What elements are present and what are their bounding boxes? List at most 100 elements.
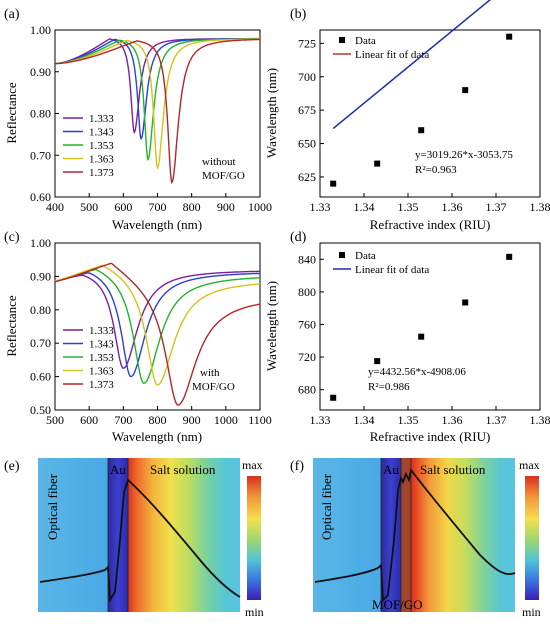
field-profile-curve bbox=[39, 478, 241, 603]
y-tick-label: 720 bbox=[298, 350, 316, 364]
fit-equation: y=3019.26*x-3053.75 bbox=[415, 149, 513, 161]
data-point bbox=[506, 33, 513, 40]
mofgo-label: MOF/GO bbox=[372, 597, 423, 612]
data-point bbox=[418, 333, 425, 340]
y-axis-label: Reflectance bbox=[4, 82, 19, 144]
y-tick-label: 725 bbox=[298, 36, 316, 50]
panel-label: (c) bbox=[4, 230, 20, 245]
y-tick-label: 0.90 bbox=[30, 65, 51, 79]
annotation-line-1: without bbox=[202, 156, 236, 168]
y-axis-label: Wavelength (nm) bbox=[264, 281, 279, 371]
x-tick-label: 800 bbox=[149, 413, 167, 427]
series-line-1-333 bbox=[54, 270, 260, 370]
x-tick-label: 700 bbox=[149, 200, 167, 214]
y-tick-label: 680 bbox=[298, 383, 316, 397]
data-point bbox=[374, 160, 381, 167]
x-tick-label: 1.37 bbox=[486, 413, 507, 427]
x-tick-label: 400 bbox=[46, 200, 64, 214]
annotation-line-2: MOF/GO bbox=[202, 170, 245, 182]
y-tick-label: 760 bbox=[298, 317, 316, 331]
data-point bbox=[418, 127, 425, 134]
data-point bbox=[330, 180, 337, 187]
panel-label: (e) bbox=[4, 459, 20, 474]
data-point bbox=[506, 253, 513, 260]
y-tick-label: 0.90 bbox=[30, 269, 51, 283]
legend-label: 1.373 bbox=[89, 167, 114, 179]
x-tick-label: 1.36 bbox=[442, 200, 463, 214]
au-label: Au bbox=[110, 462, 126, 477]
series-line-1-353 bbox=[54, 268, 260, 385]
y-tick-label: 0.60 bbox=[30, 190, 51, 204]
y-tick-label: 625 bbox=[298, 170, 316, 184]
y-tick-label: 0.80 bbox=[30, 303, 51, 317]
au-label: Au bbox=[383, 462, 399, 477]
solution-label: Salt solution bbox=[420, 462, 486, 477]
au-layer bbox=[108, 458, 128, 612]
y-tick-label: 0.80 bbox=[30, 107, 51, 121]
y-tick-label: 0.50 bbox=[30, 403, 51, 417]
x-tick-label: 500 bbox=[46, 413, 64, 427]
y-tick-label: 800 bbox=[298, 285, 316, 299]
x-tick-label: 700 bbox=[114, 413, 132, 427]
x-tick-label: 1.38 bbox=[530, 200, 550, 214]
x-tick-label: 1.35 bbox=[398, 200, 419, 214]
y-tick-label: 1.00 bbox=[30, 236, 51, 250]
colorbar-max-label: max bbox=[242, 458, 263, 472]
y-axis-label: Reflectance bbox=[4, 295, 19, 357]
x-tick-label: 1000 bbox=[214, 413, 238, 427]
panel-b: (b) 1.33 1.34 1.35 1.36 1.37 1.38 625 650 675 700… bbox=[264, 7, 550, 232]
panel-a: (a) 400 500 600 700 800 900 1000 0.60 0.70 0.80 0.… bbox=[4, 7, 272, 232]
x-tick-label: 900 bbox=[183, 413, 201, 427]
x-tick-label: 600 bbox=[80, 413, 98, 427]
y-tick-label: 675 bbox=[298, 103, 316, 117]
legend-data-label: Data bbox=[355, 35, 376, 47]
legend-label: 1.343 bbox=[89, 339, 114, 351]
x-tick-label: 1100 bbox=[248, 413, 272, 427]
x-axis-label: Refractive index (RIU) bbox=[370, 217, 491, 232]
x-tick-label: 1.34 bbox=[354, 200, 375, 214]
y-tick-label: 840 bbox=[298, 252, 316, 266]
field-map-e: (e) Optical fiber Au Salt solution max m… bbox=[4, 458, 264, 619]
x-tick-label: 1.37 bbox=[486, 200, 507, 214]
annotation-line-2: MOF/GO bbox=[192, 381, 235, 393]
fiber-region bbox=[313, 458, 381, 612]
legend-label: 1.333 bbox=[89, 325, 114, 337]
series-line-1-363 bbox=[54, 264, 261, 386]
y-axis-label: Wavelength (nm) bbox=[264, 68, 279, 158]
x-tick-label: 600 bbox=[114, 200, 132, 214]
fiber-label: Optical fiber bbox=[319, 473, 334, 540]
data-point bbox=[374, 358, 381, 365]
x-tick-label: 900 bbox=[217, 200, 235, 214]
legend-fit-label: Linear fit of data bbox=[355, 49, 429, 61]
legend-data-marker bbox=[339, 37, 345, 43]
legend-data-label: Data bbox=[355, 250, 376, 262]
fiber-region bbox=[38, 458, 108, 612]
y-tick-label: 650 bbox=[298, 137, 316, 151]
colorbar-min-label: min bbox=[245, 605, 264, 619]
panel-label: (d) bbox=[290, 230, 307, 245]
legend-label: 1.363 bbox=[89, 154, 114, 166]
data-point bbox=[330, 394, 337, 401]
legend-fit-label: Linear fit of data bbox=[355, 264, 429, 276]
series-line-1-363 bbox=[55, 38, 260, 170]
series-line-1-373 bbox=[54, 262, 261, 406]
mofgo-layer bbox=[401, 458, 411, 612]
legend-label: 1.343 bbox=[89, 127, 114, 139]
legend: Data Linear fit of data bbox=[333, 250, 429, 276]
fit-r2: R²=0.963 bbox=[415, 164, 457, 176]
solution-region bbox=[128, 458, 240, 612]
fit-line bbox=[332, 0, 491, 130]
panel-label: (a) bbox=[4, 7, 20, 22]
legend-label: 1.333 bbox=[89, 113, 114, 125]
panel-label: (f) bbox=[290, 459, 304, 474]
x-tick-label: 1.34 bbox=[354, 413, 375, 427]
x-tick-label: 1.33 bbox=[310, 413, 331, 427]
y-tick-label: 0.70 bbox=[30, 148, 51, 162]
field-profile-curve bbox=[314, 467, 516, 603]
legend-label: 1.353 bbox=[89, 140, 114, 152]
x-tick-label: 1.33 bbox=[310, 200, 331, 214]
colorbar bbox=[247, 476, 261, 600]
x-axis-label: Wavelength (nm) bbox=[112, 217, 202, 232]
panel-label: (b) bbox=[290, 7, 307, 22]
